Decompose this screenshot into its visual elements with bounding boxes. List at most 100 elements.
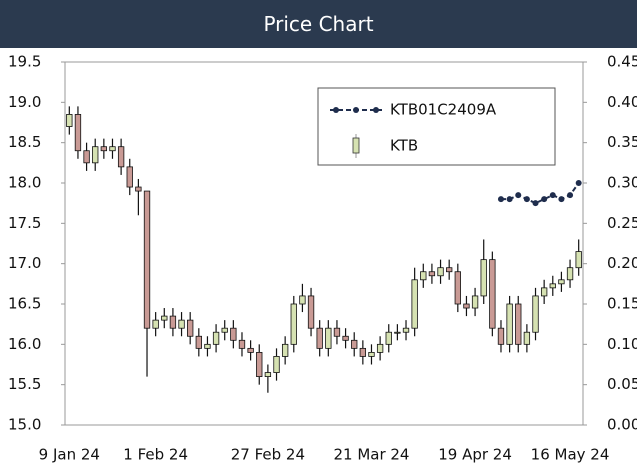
candle-body [566, 267, 574, 281]
y-tick-label: 17.5 [8, 214, 41, 232]
chart-title: Price Chart [0, 0, 637, 48]
x-tick-label: 21 Mar 24 [333, 446, 409, 463]
candle-body [281, 343, 289, 357]
candle-body [549, 283, 556, 289]
candle-body [135, 186, 142, 192]
candle-body [169, 315, 177, 329]
candle-body [161, 315, 168, 321]
line-point [549, 192, 556, 199]
line-point [558, 196, 565, 203]
y-tick-label: 19.5 [8, 53, 41, 71]
candle-body [238, 339, 246, 349]
candle-body [359, 347, 367, 357]
y2-tick-label: 0.10 [607, 335, 637, 353]
candle-body [264, 372, 272, 378]
y2-tick-label: 0.15 [607, 295, 637, 313]
line-point [541, 196, 548, 203]
candle-body [351, 339, 358, 349]
candle-body [402, 327, 410, 333]
y-tick-label: 16.0 [8, 335, 41, 353]
candle-body [92, 146, 99, 164]
y-tick-label: 19.0 [8, 93, 41, 111]
candle-body [74, 114, 82, 152]
candle-body [143, 190, 151, 329]
candle-body [316, 327, 323, 349]
candle-body [480, 259, 487, 297]
line-point [575, 180, 582, 186]
candle-body [532, 295, 539, 333]
legend-candle [352, 137, 360, 154]
line-point [567, 192, 574, 199]
candle-body [342, 335, 349, 341]
candle-body [471, 295, 479, 309]
candle-body [497, 327, 505, 345]
candle-body [515, 303, 522, 345]
x-tick-label: 9 Jan 24 [39, 446, 100, 463]
candle-body [385, 331, 392, 345]
candle-body [212, 331, 220, 345]
legend-label: KTB [390, 137, 418, 155]
line-point [497, 196, 504, 203]
line-point [506, 196, 513, 203]
y2-tick-label: 0.25 [607, 214, 637, 232]
legend-label: KTB01C2409A [390, 101, 497, 119]
line-series [500, 182, 580, 205]
candle-body [463, 303, 470, 309]
candle-body [411, 279, 418, 329]
candle-body [376, 343, 384, 353]
candle-body [558, 279, 565, 285]
candle-body [178, 319, 185, 329]
candle-body [100, 146, 108, 152]
x-tick-label: 27 Feb 24 [231, 446, 305, 463]
legend-dot [333, 107, 339, 113]
y2-tick-label: 0.35 [607, 133, 637, 151]
candle-body [333, 327, 341, 337]
candle-body [195, 335, 202, 349]
line-point [515, 192, 522, 199]
y2-tick-label: 0.20 [607, 254, 637, 272]
legend-dot [353, 107, 359, 113]
candle-body [575, 251, 582, 269]
y-tick-label: 16.5 [8, 295, 41, 313]
candle-body [428, 271, 436, 277]
candle-body [273, 356, 280, 373]
candle-body [437, 267, 444, 277]
candle-body [325, 327, 332, 349]
candle-body [523, 331, 531, 345]
candle-body [117, 146, 125, 168]
line-point [532, 200, 539, 207]
candle-body [394, 331, 401, 334]
candle-body [420, 271, 427, 281]
y-tick-label: 15.0 [8, 416, 41, 434]
candle-body [230, 327, 237, 341]
x-tick-label: 16 May 24 [531, 446, 610, 463]
candle-body [66, 114, 73, 127]
x-tick-label: 19 Apr 24 [438, 446, 512, 463]
y2-tick-label: 0.00 [607, 416, 637, 434]
y-tick-label: 15.5 [8, 375, 41, 393]
candle-body [256, 351, 263, 377]
candle-body [247, 347, 254, 353]
plot-frame [64, 61, 584, 426]
candle-body [489, 259, 496, 329]
candle-body [126, 166, 133, 188]
y2-tick-label: 0.05 [607, 375, 637, 393]
candle-body [454, 271, 461, 305]
y-tick-label: 17.0 [8, 254, 41, 272]
y2-tick-label: 0.45 [607, 53, 637, 71]
candle-body [187, 319, 194, 337]
candle-body [446, 267, 453, 273]
candle-body [290, 303, 297, 345]
y-tick-label: 18.5 [8, 133, 41, 151]
y2-tick-label: 0.40 [607, 93, 637, 111]
candle-body [204, 343, 211, 349]
candle-body [299, 295, 306, 305]
candle-body [506, 303, 513, 345]
y2-tick-label: 0.30 [607, 174, 637, 192]
candle-body [83, 150, 90, 164]
line-point [523, 196, 530, 203]
candle-body [368, 351, 375, 357]
y-tick-label: 18.0 [8, 174, 41, 192]
